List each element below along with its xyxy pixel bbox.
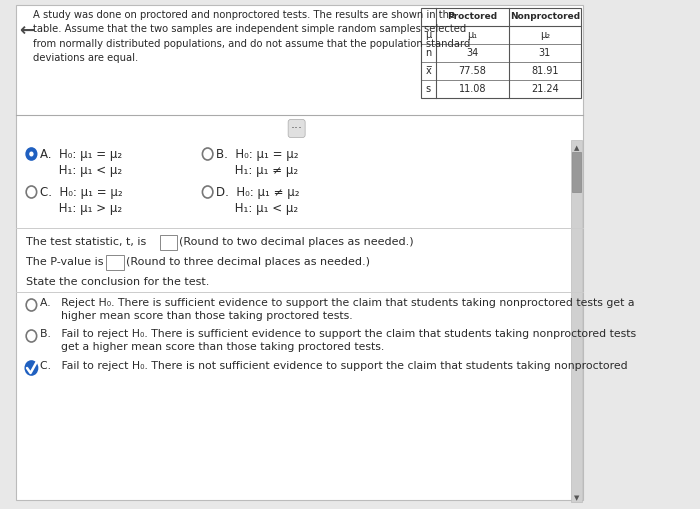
Text: 21.24: 21.24 (531, 84, 559, 94)
Text: The test statistic, t, is: The test statistic, t, is (26, 237, 146, 247)
FancyBboxPatch shape (571, 140, 582, 502)
Circle shape (26, 186, 36, 198)
Text: A.  H₀: μ₁ = μ₂: A. H₀: μ₁ = μ₂ (40, 148, 122, 161)
FancyBboxPatch shape (421, 8, 581, 98)
FancyBboxPatch shape (15, 5, 583, 500)
Text: H₁: μ₁ < μ₂: H₁: μ₁ < μ₂ (40, 164, 122, 177)
Text: (Round to three decimal places as needed.): (Round to three decimal places as needed… (125, 257, 370, 267)
Circle shape (202, 186, 213, 198)
Text: μ₂: μ₂ (540, 30, 550, 40)
Text: The P-value is: The P-value is (26, 257, 104, 267)
Text: C.  H₀: μ₁ = μ₂: C. H₀: μ₁ = μ₂ (40, 186, 122, 199)
Text: ▲: ▲ (574, 145, 580, 151)
Text: μ₁: μ₁ (468, 30, 477, 40)
Text: n: n (426, 48, 431, 58)
Text: H₁: μ₁ > μ₂: H₁: μ₁ > μ₂ (40, 202, 122, 215)
Text: Proctored: Proctored (447, 12, 498, 21)
Circle shape (202, 148, 213, 160)
Text: x̅: x̅ (426, 66, 431, 76)
Text: C.   Fail to reject H₀. There is not sufficient evidence to support the claim th: C. Fail to reject H₀. There is not suffi… (40, 361, 628, 371)
Text: ▼: ▼ (574, 495, 580, 501)
Text: 31: 31 (539, 48, 551, 58)
Text: B.  H₀: μ₁ = μ₂: B. H₀: μ₁ = μ₂ (216, 148, 299, 161)
Text: 11.08: 11.08 (458, 84, 486, 94)
Text: ←: ← (19, 22, 34, 40)
FancyBboxPatch shape (106, 255, 124, 270)
Circle shape (29, 152, 34, 156)
FancyBboxPatch shape (573, 152, 581, 192)
Text: get a higher mean score than those taking proctored tests.: get a higher mean score than those takin… (40, 342, 384, 352)
Text: s: s (426, 84, 431, 94)
Text: H₁: μ₁ < μ₂: H₁: μ₁ < μ₂ (216, 202, 298, 215)
Text: H₁: μ₁ ≠ μ₂: H₁: μ₁ ≠ μ₂ (216, 164, 298, 177)
Text: higher mean score than those taking proctored tests.: higher mean score than those taking proc… (40, 311, 353, 321)
Text: μ: μ (426, 30, 431, 40)
Circle shape (25, 361, 38, 375)
Circle shape (26, 148, 36, 160)
Text: ···: ··· (290, 122, 302, 135)
Text: 34: 34 (466, 48, 479, 58)
Text: 81.91: 81.91 (531, 66, 559, 76)
Circle shape (26, 299, 36, 311)
Text: B.   Fail to reject H₀. There is sufficient evidence to support the claim that s: B. Fail to reject H₀. There is sufficien… (40, 329, 636, 339)
Text: A study was done on proctored and nonproctored tests. The results are shown in t: A study was done on proctored and nonpro… (33, 10, 470, 63)
Circle shape (26, 330, 36, 342)
Text: A.   Reject H₀. There is sufficient evidence to support the claim that students : A. Reject H₀. There is sufficient eviden… (40, 298, 635, 308)
Text: D.  H₀: μ₁ ≠ μ₂: D. H₀: μ₁ ≠ μ₂ (216, 186, 300, 199)
Text: Nonproctored: Nonproctored (510, 12, 580, 21)
Text: 77.58: 77.58 (458, 66, 486, 76)
Text: State the conclusion for the test.: State the conclusion for the test. (26, 277, 209, 287)
Text: (Round to two decimal places as needed.): (Round to two decimal places as needed.) (179, 237, 414, 247)
FancyBboxPatch shape (160, 235, 177, 250)
